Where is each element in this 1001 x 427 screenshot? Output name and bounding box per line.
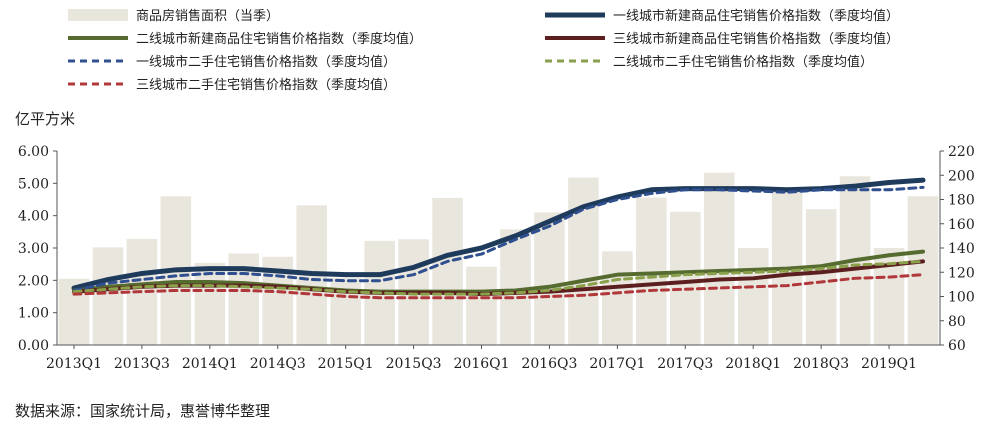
- y2-tick-label: 60: [948, 338, 966, 354]
- y2-tick-label: 100: [948, 290, 975, 306]
- legend-label: 三线城市新建商品住宅销售价格指数（季度均值）: [613, 31, 899, 47]
- legend-label: 一线城市二手住宅销售价格指数（季度均值）: [136, 54, 396, 70]
- y-tick-label: 1.00: [18, 306, 49, 322]
- y2-tick-label: 160: [948, 217, 975, 233]
- bar: [500, 229, 531, 345]
- series-line-5: [72, 259, 925, 296]
- legend-swatch: [68, 9, 128, 21]
- series-line-6: [72, 273, 925, 300]
- x-tick-label: 2015Q1: [318, 356, 374, 372]
- x-tick-label: 2015Q3: [386, 356, 442, 372]
- y2-tick-label: 80: [948, 314, 966, 330]
- bar: [737, 248, 769, 345]
- x-tick-label: 2016Q3: [521, 356, 577, 372]
- x-tick-label: 2019Q1: [861, 356, 917, 372]
- line-series: [71, 177, 926, 300]
- legend-entry: 二线城市新建商品住宅销售价格指数（季度均值）: [68, 31, 422, 47]
- bar: [466, 266, 497, 345]
- x-tick-label: 2014Q3: [250, 356, 306, 372]
- source-note: 数据来源：国家统计局，惠誉博华整理: [15, 402, 270, 420]
- legend-label: 二线城市新建商品住宅销售价格指数（季度均值）: [136, 31, 422, 47]
- legend-entry: 三线城市二手住宅销售价格指数（季度均值）: [68, 77, 396, 93]
- bar: [194, 262, 226, 345]
- legend-entry: 二线城市二手住宅销售价格指数（季度均值）: [545, 54, 873, 70]
- legend-entry: 商品房销售面积（当季）: [68, 8, 279, 24]
- legend-label: 二线城市二手住宅销售价格指数（季度均值）: [613, 54, 873, 70]
- y2-tick-label: 140: [948, 241, 975, 257]
- bar: [92, 247, 124, 345]
- bar: [602, 251, 633, 345]
- y-tick-label: 4.00: [18, 209, 49, 225]
- x-tick-label: 2017Q3: [657, 356, 713, 372]
- legend-label: 一线城市新建商品住宅销售价格指数（季度均值）: [613, 8, 899, 24]
- bar: [670, 211, 701, 345]
- y-tick-label: 0.00: [18, 338, 49, 354]
- y-tick-label: 5.00: [18, 176, 49, 192]
- legend: 商品房销售面积（当季） 一线城市新建商品住宅销售价格指数（季度均值） 二线城市新建商…: [68, 8, 899, 93]
- x-tick-label: 2013Q1: [46, 356, 102, 372]
- x-tick-label: 2018Q3: [793, 356, 849, 372]
- bar-series: [58, 172, 939, 345]
- x-tick-label: 2014Q1: [182, 356, 238, 372]
- y2-tick-label: 180: [948, 193, 975, 209]
- bar: [534, 212, 565, 345]
- y-axis-unit-label: 亿平方米: [15, 110, 75, 128]
- series-line-1: [71, 177, 926, 291]
- series-line-2: [71, 249, 926, 294]
- legend-entry: 一线城市新建商品住宅销售价格指数（季度均值）: [545, 8, 899, 24]
- y2-tick-label: 220: [948, 144, 975, 160]
- axes: 0.00 1.00 2.00 3.00 4.00 5.00 6.00 60 80 100 120 14…: [18, 144, 975, 372]
- legend-label: 三线城市二手住宅销售价格指数（季度均值）: [136, 77, 396, 93]
- legend-label: 商品房销售面积（当季）: [136, 8, 279, 24]
- x-tick-label: 2018Q1: [725, 356, 781, 372]
- bar: [907, 196, 939, 345]
- y2-tick-label: 200: [948, 168, 975, 184]
- legend-entry: 三线城市新建商品住宅销售价格指数（季度均值）: [545, 31, 899, 47]
- bar: [432, 197, 463, 345]
- y2-tick-label: 120: [948, 265, 975, 281]
- legend-entry: 一线城市二手住宅销售价格指数（季度均值）: [68, 54, 396, 70]
- x-tick-label: 2016Q1: [454, 356, 510, 372]
- bar: [703, 172, 735, 345]
- x-tick-label: 2017Q1: [589, 356, 645, 372]
- bar: [805, 209, 837, 345]
- y-tick-label: 2.00: [18, 273, 49, 289]
- series-line-4: [72, 185, 925, 292]
- y-tick-label: 6.00: [18, 144, 49, 160]
- x-tick-label: 2013Q3: [114, 356, 170, 372]
- y-tick-label: 3.00: [18, 241, 49, 257]
